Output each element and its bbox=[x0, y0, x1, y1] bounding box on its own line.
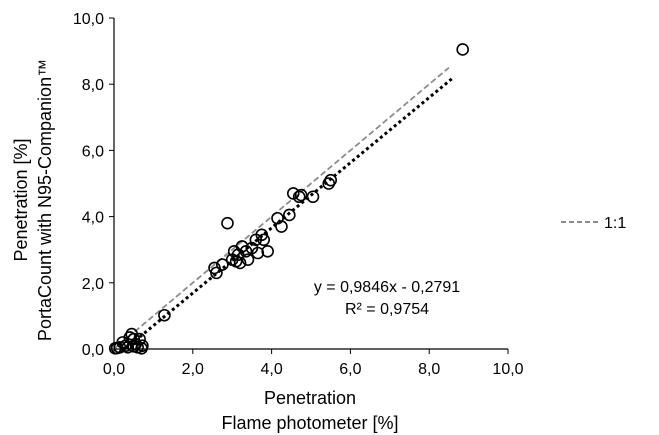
legend: 1:1 bbox=[561, 215, 626, 232]
y-tick-label: 10,0 bbox=[73, 11, 104, 28]
data-point bbox=[158, 308, 171, 322]
x-tick-label: 10,0 bbox=[492, 361, 523, 378]
plot-area bbox=[108, 17, 509, 355]
x-tick-label: 2,0 bbox=[182, 361, 204, 378]
data-point bbox=[294, 188, 308, 202]
y-tick-label: 6,0 bbox=[82, 143, 104, 160]
y-axis-title-line1: Penetration [%] bbox=[11, 138, 31, 261]
data-point bbox=[292, 190, 306, 204]
x-tick-label: 6,0 bbox=[339, 361, 361, 378]
data-point bbox=[275, 220, 288, 233]
y-tick-label: 8,0 bbox=[82, 77, 104, 94]
data-point bbox=[456, 43, 469, 56]
data-point bbox=[210, 266, 223, 280]
y-tick-label: 0,0 bbox=[82, 342, 104, 359]
x-tick-label: 4,0 bbox=[260, 361, 282, 378]
identity-line bbox=[113, 66, 450, 350]
y-tick-label: 2,0 bbox=[82, 276, 104, 293]
data-point bbox=[324, 173, 338, 187]
data-point bbox=[261, 245, 274, 258]
y-tick-label: 4,0 bbox=[82, 210, 104, 227]
data-point bbox=[286, 187, 300, 200]
x-tick-label: 0,0 bbox=[103, 361, 125, 378]
regression-equation: y = 0,9846x - 0,2791 bbox=[314, 279, 460, 296]
data-point bbox=[251, 246, 265, 260]
data-point bbox=[306, 190, 320, 204]
data-point bbox=[133, 332, 146, 346]
tick-labels: 0,0 2,0 4,0 6,0 8,0 10,0 0,0 2,0 4,0 6,0 8,0 10,0 bbox=[73, 11, 524, 378]
data-point bbox=[241, 253, 255, 266]
data-point bbox=[283, 208, 296, 222]
data-point bbox=[233, 256, 247, 270]
data-point bbox=[136, 339, 149, 352]
x-tick-label: 8,0 bbox=[418, 361, 440, 378]
x-axis-title-line1: Penetration bbox=[264, 388, 356, 408]
x-axis-title-line2: Flame photometer [%] bbox=[221, 413, 398, 433]
y-axis-title-line2: PortaCount with N95-Companion™ bbox=[35, 59, 55, 341]
data-point bbox=[216, 258, 229, 271]
data-point bbox=[221, 216, 234, 230]
data-point bbox=[257, 233, 271, 247]
data-point bbox=[239, 245, 253, 258]
regression-line bbox=[124, 76, 454, 350]
legend-label-identity: 1:1 bbox=[604, 215, 626, 232]
r-squared: R² = 0,9754 bbox=[345, 301, 429, 318]
